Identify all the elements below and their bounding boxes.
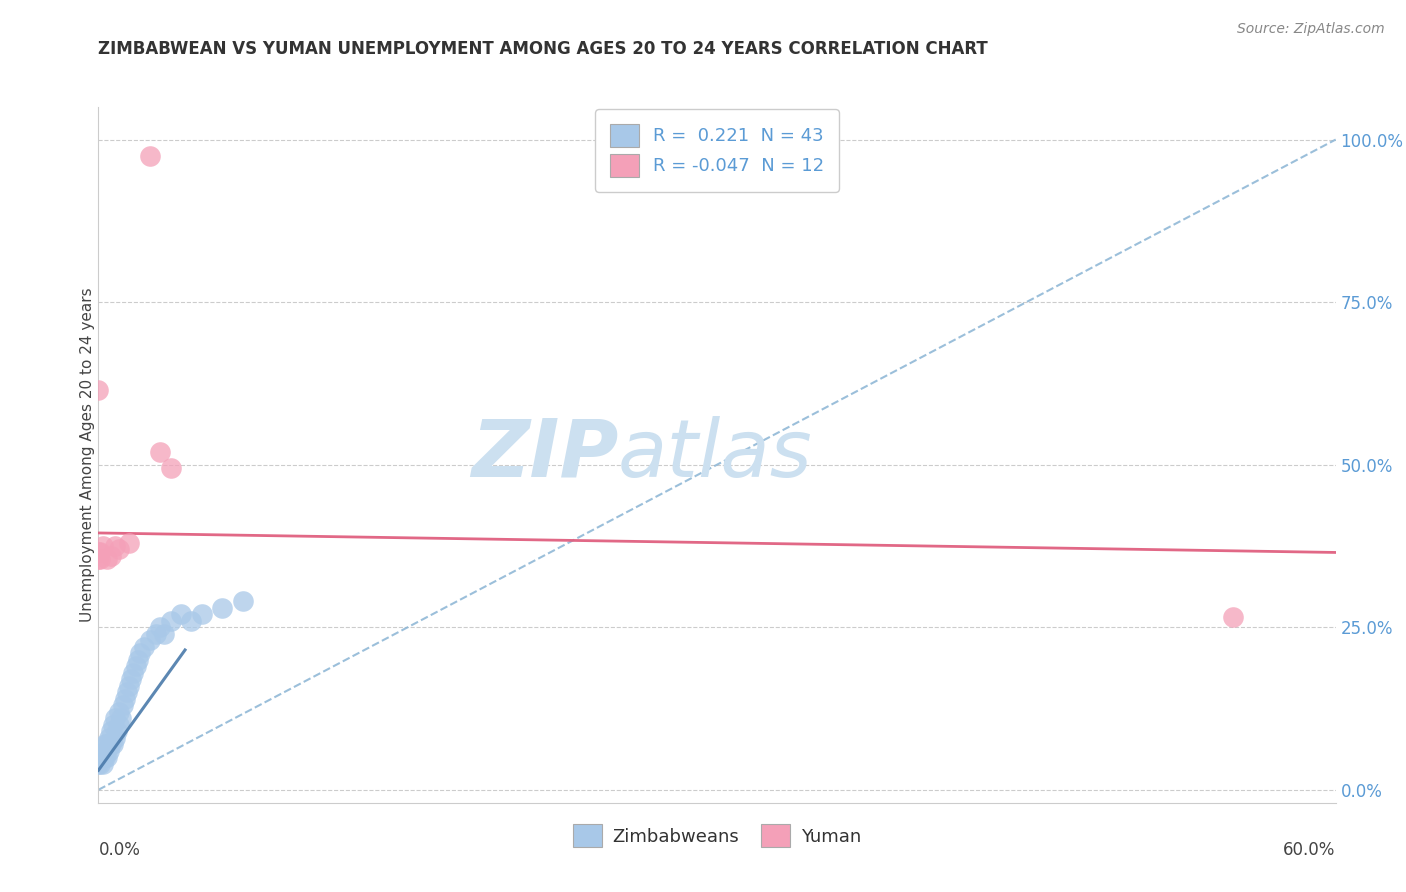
Point (128, 646, 150, 660)
Text: ZIP: ZIP (471, 416, 619, 494)
Point (159, 614, 181, 628)
Point (117, 685, 139, 699)
Point (101, 737, 124, 751)
Point (104, 711, 127, 725)
Point (124, 659, 146, 673)
Legend: Zimbabweans, Yuman: Zimbabweans, Yuman (564, 815, 870, 856)
Point (112, 698, 135, 713)
Point (89, 552, 111, 566)
Point (180, 614, 202, 628)
Point (108, 705, 131, 719)
Point (122, 665, 145, 680)
Point (211, 600, 233, 615)
Point (87, 383, 110, 397)
Point (101, 718, 124, 732)
Point (89, 545, 111, 559)
Point (120, 672, 142, 686)
Point (87, 545, 110, 559)
Point (1222, 610, 1244, 624)
Point (108, 718, 131, 732)
Point (159, 461, 181, 475)
Point (118, 679, 141, 693)
Point (93, 744, 115, 758)
Point (139, 149, 162, 163)
Point (89, 756, 111, 771)
Point (93, 750, 115, 764)
Point (132, 640, 155, 654)
Text: 0.0%: 0.0% (98, 841, 141, 859)
Point (89, 750, 111, 764)
Point (87, 756, 110, 771)
Text: ZIMBABWEAN VS YUMAN UNEMPLOYMENT AMONG AGES 20 TO 24 YEARS CORRELATION CHART: ZIMBABWEAN VS YUMAN UNEMPLOYMENT AMONG A… (98, 40, 988, 58)
Point (100, 549, 122, 563)
Point (139, 633, 162, 648)
Point (153, 626, 176, 640)
Point (96, 750, 118, 764)
Text: 60.0%: 60.0% (1284, 841, 1336, 859)
Point (114, 691, 136, 706)
Point (96, 552, 118, 566)
Point (97, 731, 120, 745)
Point (100, 724, 122, 739)
Point (91, 750, 114, 764)
Point (190, 607, 212, 622)
Point (93, 737, 115, 751)
Point (149, 444, 172, 458)
Point (87, 750, 110, 764)
Point (97, 744, 120, 758)
Point (104, 539, 127, 553)
Point (127, 653, 149, 667)
Point (108, 542, 131, 557)
Y-axis label: Unemployment Among Ages 20 to 24 years: Unemployment Among Ages 20 to 24 years (80, 287, 94, 623)
Point (145, 626, 167, 640)
Point (118, 535, 141, 549)
Point (91, 539, 114, 553)
Text: atlas: atlas (619, 416, 813, 494)
Text: Source: ZipAtlas.com: Source: ZipAtlas.com (1237, 22, 1385, 37)
Point (104, 731, 127, 745)
Point (100, 737, 122, 751)
Point (149, 620, 172, 634)
Point (87, 552, 110, 566)
Point (170, 607, 193, 622)
Point (110, 711, 132, 725)
Point (105, 724, 128, 739)
Point (232, 594, 254, 608)
Point (91, 756, 114, 771)
Point (96, 737, 118, 751)
